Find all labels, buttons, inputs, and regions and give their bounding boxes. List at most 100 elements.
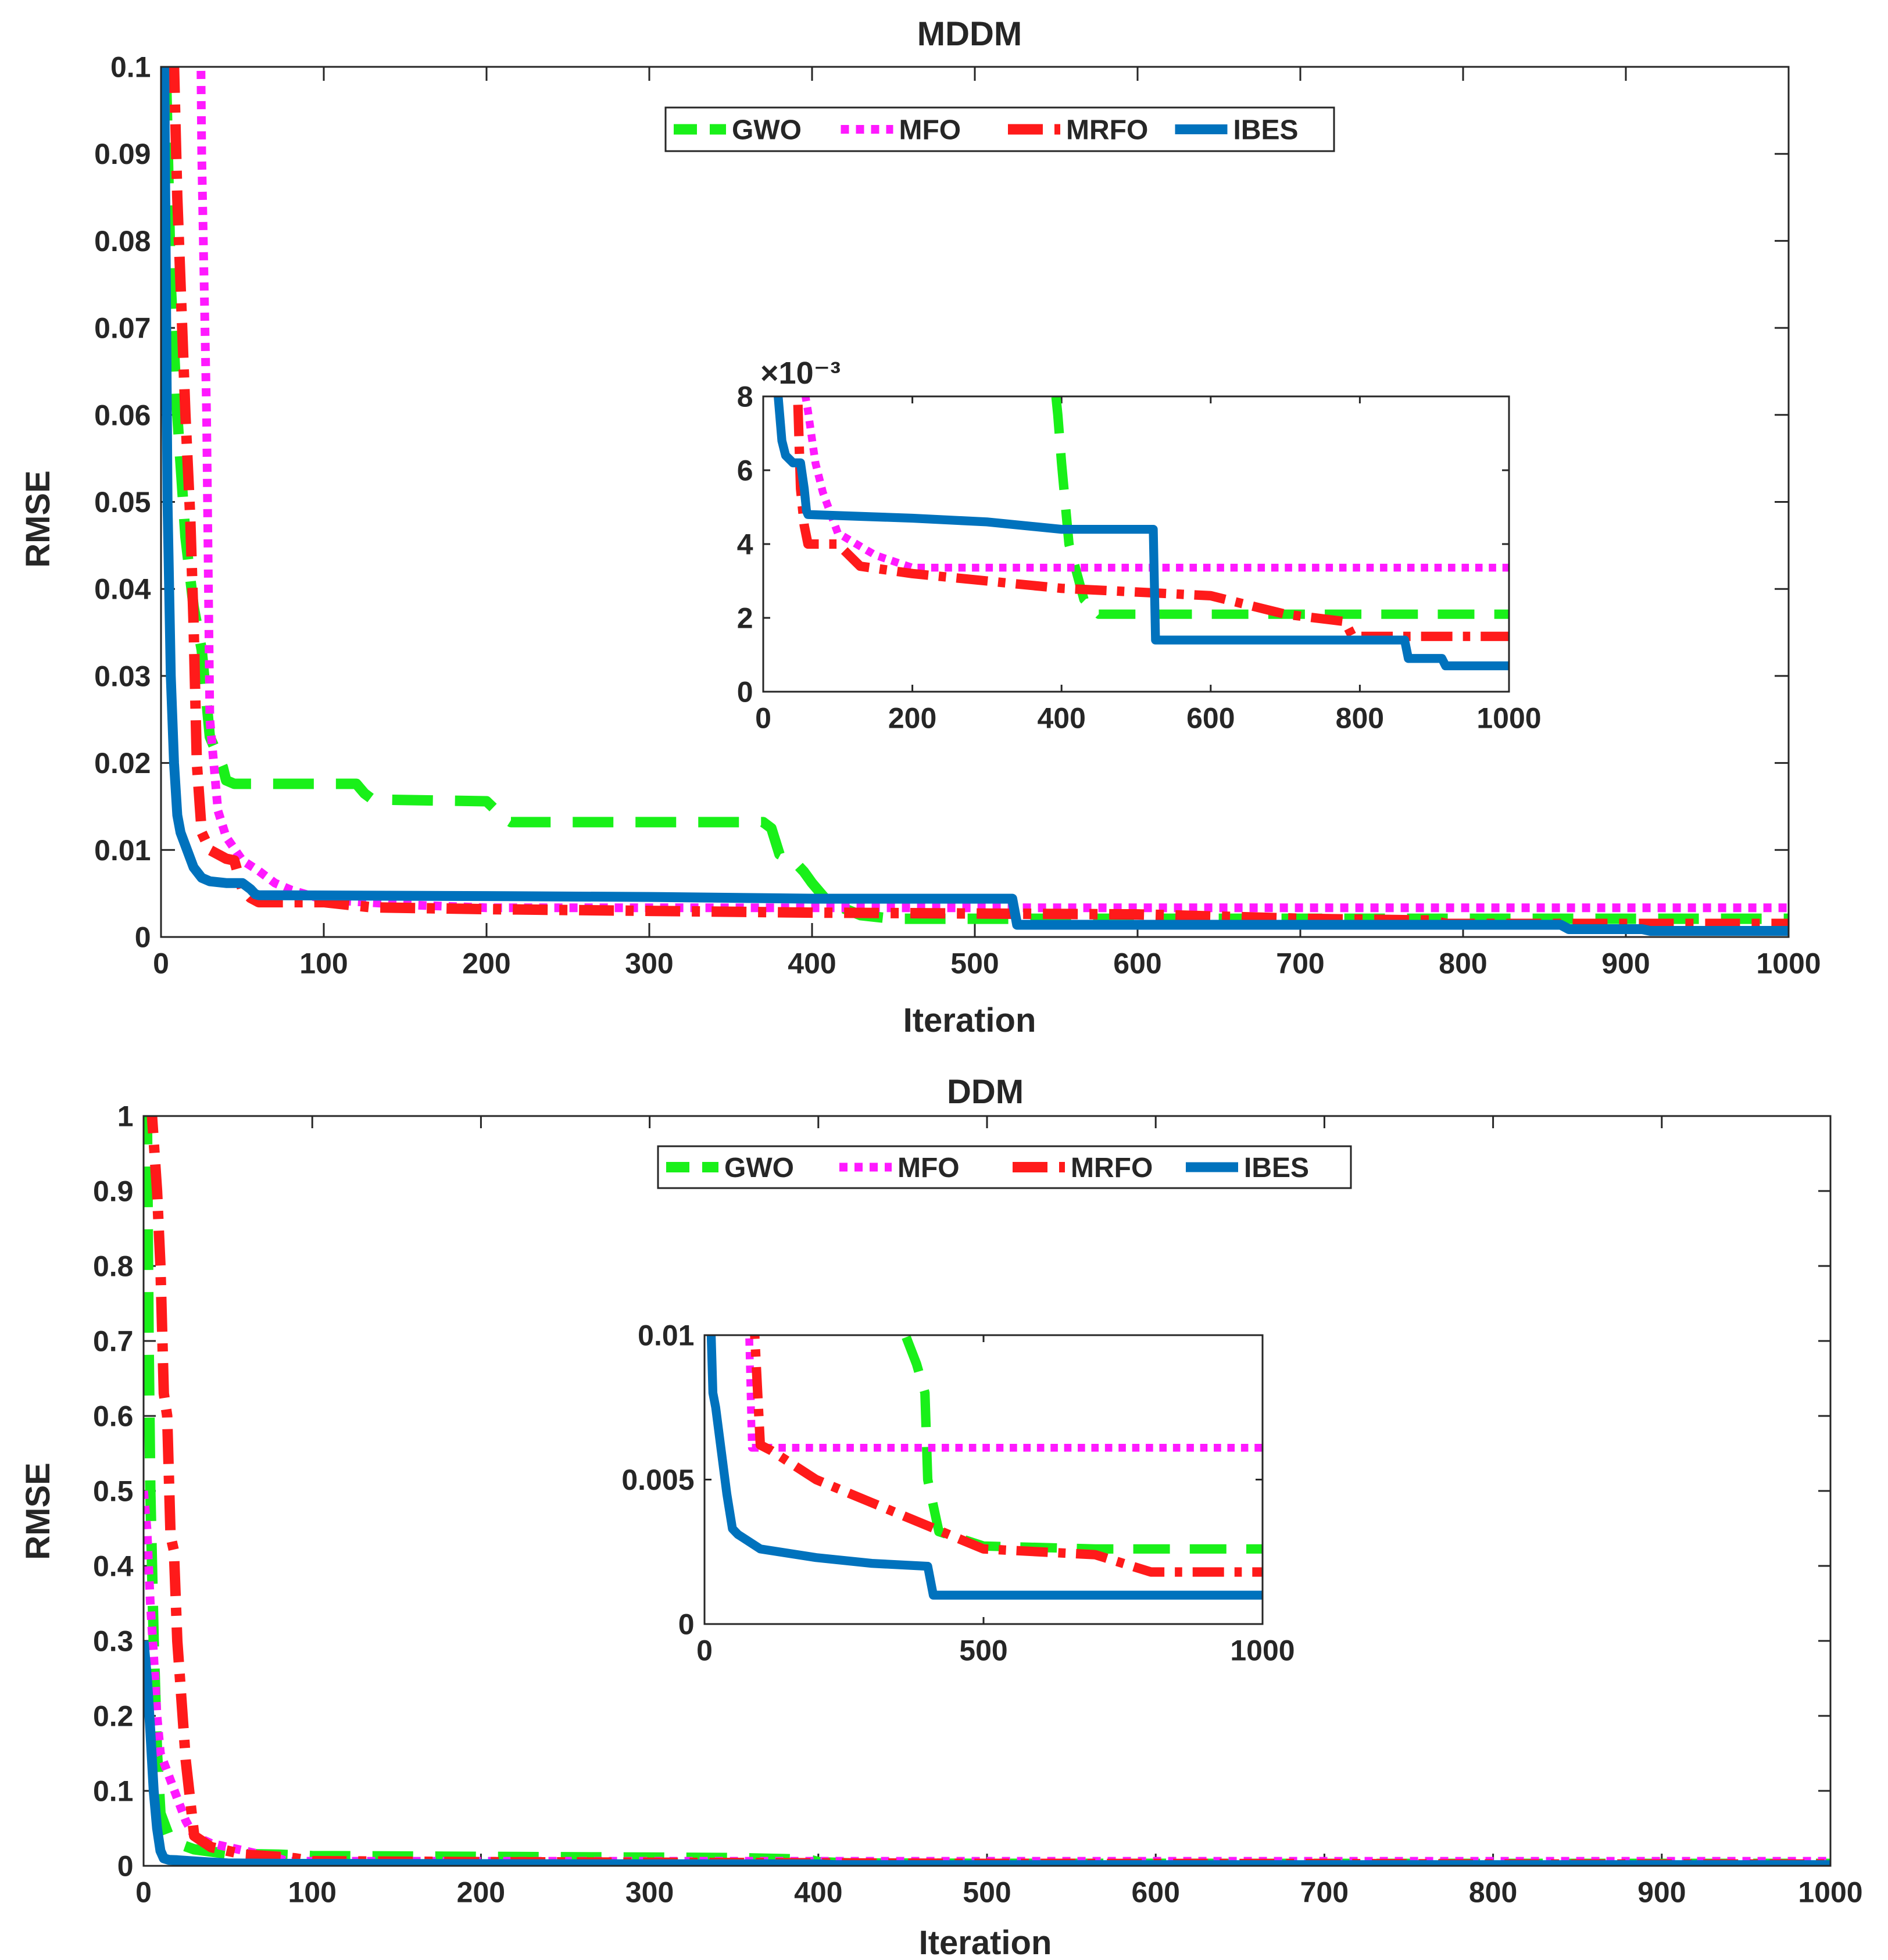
inset-plot: 0 200 400 600 800 1000 0 2 4 6 8 [737, 381, 1542, 735]
x-tick-label: 200 [462, 947, 510, 980]
y-tick-label: 0.9 [93, 1175, 134, 1208]
x-tick-label: 0 [696, 1634, 713, 1667]
y-tick-label: 0.4 [93, 1550, 134, 1583]
x-tick-label: 0 [135, 1876, 152, 1909]
legend: GWO MFO MRFO IBES [657, 1145, 1352, 1189]
x-tick-label: 0 [153, 947, 169, 980]
y-tick-label: 0.06 [94, 399, 151, 431]
chart-title: MDDM [917, 15, 1022, 53]
x-axis-label: Iteration [919, 1924, 1052, 1960]
series-line-ibes [161, 67, 1789, 936]
x-tick-label: 500 [963, 1876, 1011, 1909]
chart-title: DDM [947, 1073, 1024, 1111]
legend: GWO MFO MRFO IBES [664, 106, 1335, 152]
plot-frame [142, 1115, 1832, 1867]
series-line-mrfo [169, 67, 1789, 929]
x-tick-label: 400 [1037, 702, 1085, 735]
y-tick-label: 6 [737, 455, 753, 487]
legend-label-mfo: MFO [897, 1153, 960, 1183]
legend-label-gwo: GWO [724, 1153, 794, 1183]
x-tick-label: 900 [1637, 1876, 1686, 1909]
y-tick-label: 0.01 [638, 1319, 694, 1352]
y-tick-label: 0.6 [93, 1400, 134, 1433]
series-group [774, 396, 1509, 671]
y-tick-label: 0.05 [94, 486, 151, 518]
legend-label-ibes: IBES [1244, 1153, 1309, 1183]
legend-label-mfo: MFO [899, 115, 961, 146]
series-group [144, 1116, 1830, 1866]
series-line-ibes [144, 1640, 1830, 1866]
y-tick-label: 0.5 [93, 1475, 134, 1508]
y-tick-label: 0.01 [94, 834, 151, 867]
y-axis-label: RMSE [19, 1462, 57, 1560]
y-tick-label: 0 [678, 1608, 695, 1641]
series-line-ibes [774, 396, 1509, 671]
x-tick-label: 500 [959, 1634, 1007, 1667]
main-plot: 0 100 200 300 400 500 600 700 800 900 100000.10.20… [93, 1100, 1863, 1909]
plot-frame [762, 395, 1510, 693]
series-line-mfo [745, 1335, 1263, 1452]
x-tick-label: 300 [625, 1876, 674, 1909]
y-tick-label: 0.7 [93, 1325, 134, 1358]
plot-frame [160, 66, 1790, 938]
plot-area [705, 1335, 1263, 1624]
ddm-chart: DDM Iteration RMSE 0 100 200 300 400 500 600 70… [19, 1073, 1863, 1960]
y-tick-label: 0.03 [94, 660, 151, 692]
y-tick-label: 0.2 [93, 1700, 134, 1733]
x-tick-label: 400 [794, 1876, 842, 1909]
x-tick-label: 1000 [1230, 1634, 1295, 1667]
x-tick-label: 200 [457, 1876, 505, 1909]
y-tick-label: 0 [135, 921, 151, 954]
plot-frame [703, 1334, 1264, 1625]
series-line-mfo [196, 67, 1789, 913]
x-tick-label: 900 [1601, 947, 1650, 980]
x-tick-label: 700 [1300, 1876, 1349, 1909]
x-tick-label: 600 [1113, 947, 1161, 980]
x-tick-label: 1000 [1756, 947, 1821, 980]
x-tick-label: 700 [1276, 947, 1324, 980]
x-tick-label: 800 [1439, 947, 1487, 980]
x-tick-label: 800 [1336, 702, 1384, 735]
x-tick-label: 400 [788, 947, 836, 980]
y-tick-label: 0.02 [94, 747, 151, 779]
y-tick-label: 0 [117, 1850, 134, 1883]
series-group [706, 1335, 1263, 1600]
y-tick-label: 0.005 [621, 1464, 694, 1496]
y-tick-label: 0.1 [110, 51, 151, 84]
y-tick-label: 8 [737, 381, 753, 413]
y-tick-label: 0.3 [93, 1625, 134, 1658]
series-line-gwo [161, 67, 1789, 924]
x-tick-label: 200 [888, 702, 936, 735]
y-axis-label: RMSE [19, 470, 57, 568]
y-tick-label: 0.09 [94, 138, 151, 170]
y-tick-label: 0.04 [94, 573, 151, 606]
y-tick-label: 0.07 [94, 312, 151, 345]
x-tick-label: 0 [755, 702, 771, 735]
y-tick-label: 1 [117, 1100, 134, 1133]
x-tick-label: 300 [625, 947, 673, 980]
legend-label-ibes: IBES [1233, 115, 1299, 146]
y-tick-label: 4 [737, 528, 753, 561]
legend-label-gwo: GWO [732, 115, 802, 146]
plot-area [763, 396, 1509, 692]
series-group [161, 67, 1789, 936]
x-tick-label: 500 [950, 947, 999, 980]
legend-label-mrfo: MRFO [1066, 115, 1148, 146]
inset-plot: 0 500 1000 0 0.005 0.01 [621, 1319, 1295, 1667]
x-tick-label: 100 [299, 947, 348, 980]
x-tick-label: 800 [1469, 1876, 1517, 1909]
y-tick-label: 0 [737, 676, 753, 709]
x-axis-label: Iteration [903, 1002, 1036, 1039]
x-tick-label: 600 [1186, 702, 1235, 735]
y-tick-label: 0.1 [93, 1775, 134, 1808]
inset-multiplier: ×10⁻³ [760, 356, 841, 391]
legend-label-mrfo: MRFO [1071, 1153, 1153, 1183]
x-tick-label: 1000 [1476, 702, 1541, 735]
y-tick-label: 0.8 [93, 1250, 134, 1283]
series-line-ibes [706, 1335, 1263, 1600]
x-tick-label: 100 [288, 1876, 336, 1909]
x-tick-label: 1000 [1798, 1876, 1862, 1909]
x-tick-label: 600 [1131, 1876, 1179, 1909]
mddm-chart: MDDM Iteration RMSE 0 100 200 300 400 500 600 7… [19, 15, 1821, 1039]
